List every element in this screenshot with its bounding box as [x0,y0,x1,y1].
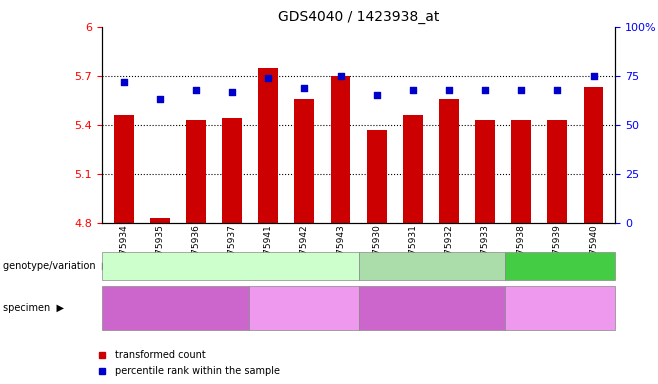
Point [407,86,418,93]
Point [588,73,599,79]
Text: Cbfb-/-: Cbfb-/- [543,261,578,271]
Bar [150,218,170,223]
Bar [584,87,603,223]
Bar [403,115,422,223]
Point [299,84,310,91]
Text: specimen  ▶: specimen ▶ [3,303,64,313]
Text: progeny from cross:
Cbfb+/- x Cbfb+/-: progeny from cross: Cbfb+/- x Cbfb+/- [522,298,599,318]
Point [263,75,274,81]
Bar [222,118,242,223]
Point [552,86,563,93]
Point [155,96,165,103]
Text: genotype/variation  ▶: genotype/variation ▶ [3,261,110,271]
Point [443,86,454,93]
Bar [294,99,315,223]
Bar [186,120,206,223]
Point [480,86,490,93]
Bar [367,130,387,223]
Point [371,92,382,98]
Bar [475,120,495,223]
Point [516,86,526,93]
Bar [330,76,351,223]
Bar [114,115,134,223]
Bar [511,120,531,223]
Text: percentile rank within the sample: percentile rank within the sample [115,366,280,376]
Text: progeny from cross:
Cbfb+MYH11 x Cbfb+/+: progeny from cross: Cbfb+MYH11 x Cbfb+/+ [386,298,478,318]
Text: transformed count: transformed count [115,350,206,360]
Text: Cbfb+/+: Cbfb+/+ [208,261,253,271]
Title: GDS4040 / 1423938_at: GDS4040 / 1423938_at [278,10,440,25]
Text: Cbfb+/MYH11: Cbfb+/MYH11 [395,261,468,271]
Text: progeny from cross:
Cbfb+MYH11 x Cbfb+/+: progeny from cross: Cbfb+MYH11 x Cbfb+/+ [129,298,222,318]
Bar [439,99,459,223]
Point [118,79,129,85]
Point [336,73,346,79]
Text: progeny from cross:
Cbfb+/- x Cbfb+/-: progeny from cross: Cbfb+/- x Cbfb+/- [265,298,342,318]
Bar [547,120,567,223]
Bar [259,68,278,223]
Point [191,86,201,93]
Point [227,88,238,94]
